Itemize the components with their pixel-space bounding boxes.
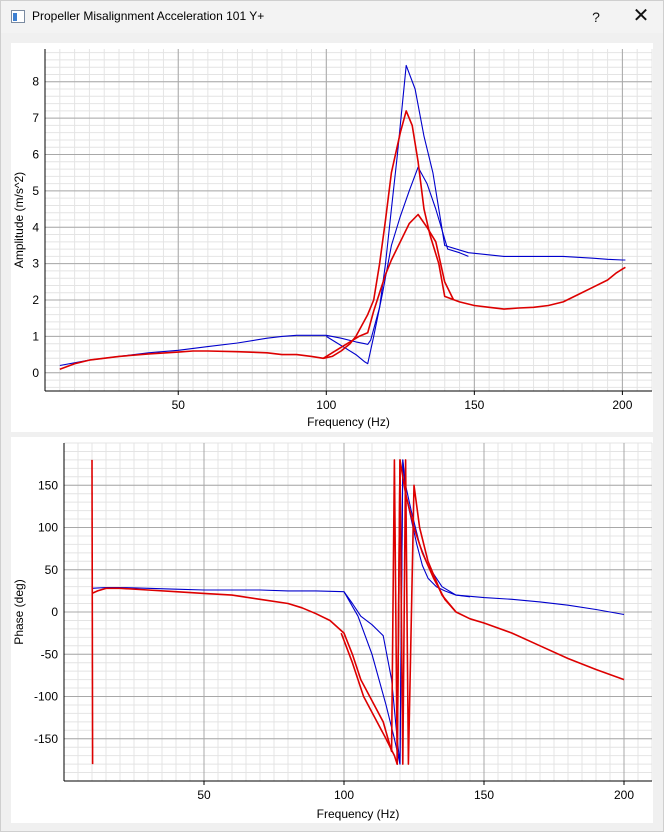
series-line-1 (326, 166, 469, 365)
y-tick-label: 8 (32, 75, 39, 89)
title-bar[interactable]: Propeller Misalignment Acceleration 101 … (1, 1, 663, 33)
y-tick-label: -50 (41, 647, 59, 661)
amplitude-chart: 50 100 150 200 0 1 2 3 4 5 6 7 8 Frequency (Hz) Amplit… (12, 49, 653, 429)
y-tick-label: 2 (32, 293, 39, 307)
x-tick-label: 100 (334, 788, 354, 802)
y-tick-label: 0 (32, 366, 39, 380)
close-button[interactable]: ✕ (632, 5, 650, 27)
y-tick-label: 5 (32, 184, 39, 198)
grid (44, 49, 653, 391)
x-tick-label: 150 (474, 788, 494, 802)
x-tick-label: 50 (197, 788, 211, 802)
x-axis-label: Frequency (Hz) (307, 415, 390, 429)
y-tick-label: 1 (32, 329, 39, 343)
y-tick-label: 3 (32, 257, 39, 271)
x-tick-label: 200 (614, 788, 634, 802)
phase-chart: 50 100 150 200 -150 -100 -50 0 50 100 150 Frequency… (12, 442, 653, 821)
y-tick-label: 100 (38, 521, 58, 535)
series-group (59, 64, 626, 370)
y-tick-label: 6 (32, 148, 39, 162)
y-axis-label: Amplitude (m/s^2) (12, 172, 26, 268)
x-tick-label: 50 (172, 398, 186, 412)
series-line-3 (322, 213, 455, 359)
x-tick-label: 150 (464, 398, 484, 412)
grid (63, 442, 653, 782)
amplitude-chart-panel: 50 100 150 200 0 1 2 3 4 5 6 7 8 Frequency (Hz) Amplit… (11, 43, 653, 432)
series-line-3 (91, 459, 94, 765)
y-tick-label: -150 (34, 732, 58, 746)
y-tick-label: -100 (34, 690, 58, 704)
series-line-4 (340, 459, 457, 765)
app-window-icon (11, 10, 25, 23)
y-axis-label: Phase (deg) (12, 579, 26, 644)
series-line-2 (59, 110, 626, 370)
y-tick-label: 4 (32, 220, 39, 234)
help-button[interactable]: ? (592, 9, 600, 25)
x-tick-label: 100 (316, 398, 336, 412)
window-title: Propeller Misalignment Acceleration 101 … (32, 9, 265, 23)
y-tick-label: 0 (51, 605, 58, 619)
series-group (91, 459, 625, 765)
x-tick-label: 200 (612, 398, 632, 412)
y-tick-label: 50 (45, 563, 59, 577)
phase-chart-panel: 50 100 150 200 -150 -100 -50 0 50 100 150 Frequency… (11, 437, 653, 823)
y-tick-label: 150 (38, 478, 58, 492)
x-axis-label: Frequency (Hz) (317, 807, 400, 821)
y-tick-label: 7 (32, 111, 39, 125)
